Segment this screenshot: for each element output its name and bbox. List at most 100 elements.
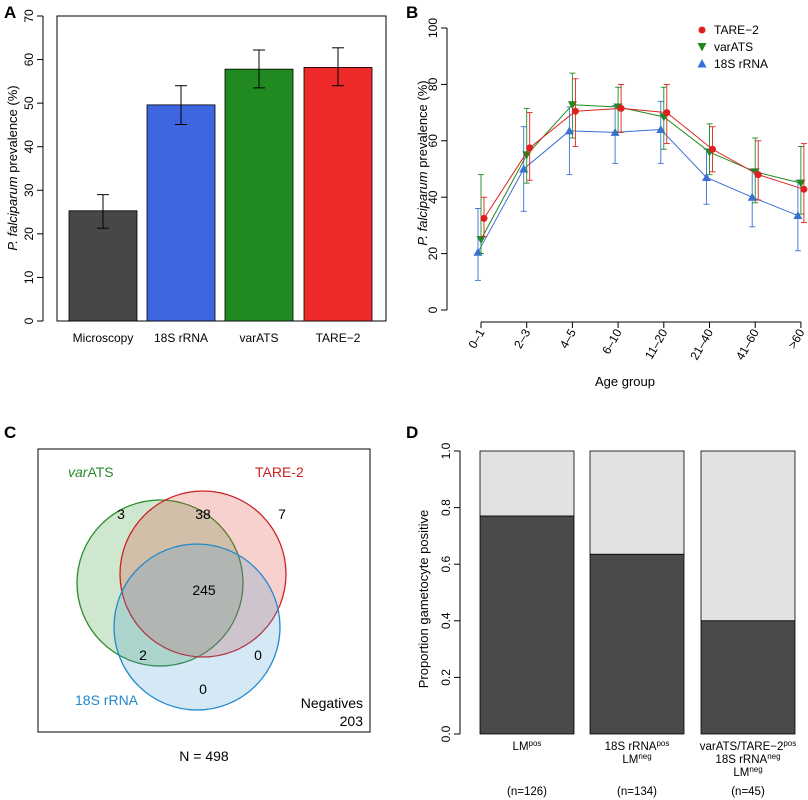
panel-c-venn-diagram: varATS TARE-2 18S rRNA 3 38 7 245 2 0 0 … [37, 448, 371, 764]
panel-a-y-tick-label: 70 [22, 9, 36, 23]
panel-b-legend-marker [697, 43, 707, 52]
venn-circle-18s [113, 543, 281, 711]
panel-a-x-tick-label: 18S rRNA [154, 331, 208, 345]
venn-negatives-label: Negatives [301, 695, 363, 711]
panel-b-point [702, 172, 711, 181]
panel-a-x-tick-label: varATS [239, 331, 278, 345]
panel-b-line-chart: P. falciparum prevalence (%) Age group 0… [415, 18, 808, 389]
venn-region-tare2-18s: 0 [254, 647, 262, 663]
panel-a-y-tick-label: 40 [22, 140, 36, 154]
panel-b-series-line [477, 129, 799, 253]
panel-b-point [617, 104, 625, 112]
panel-b-point [476, 236, 486, 244]
panel-b-x-tick-label: 11–20 [642, 326, 671, 361]
panel-b-series-line [483, 107, 805, 219]
panel-b-x-tick-label: 6–10 [599, 326, 625, 356]
panel-a-y-tick-label: 10 [22, 270, 36, 284]
panel-d-y-tick-label: 0.2 [439, 669, 453, 686]
panel-a-bar [303, 67, 373, 322]
panel-b-point [564, 126, 574, 135]
panel-b-y-tick-label: 80 [426, 77, 440, 91]
panel-d-bar-negative [700, 450, 796, 622]
venn-frame [37, 448, 371, 733]
panel-a-y-tick-label: 0 [22, 317, 36, 324]
panel-a-y-axis-label: P. falciparum prevalence (%) [5, 85, 20, 250]
venn-region-varats-18s: 2 [139, 647, 147, 663]
panel-a-plot-frame [56, 15, 387, 322]
panel-b-point [750, 168, 760, 177]
panel-d-group-label: 18S rRNAneg [715, 752, 780, 767]
panel-a-y-tick-label: 60 [22, 53, 36, 67]
panel-b-y-tick-label: 0 [426, 306, 440, 313]
venn-negatives-value: 203 [340, 713, 364, 729]
panel-b-y-tick-label: 20 [426, 247, 440, 261]
panel-a-bar-chart: P. falciparum prevalence (%) 0 10 20 30 40 50… [5, 9, 387, 345]
panel-d-stacked-bar-chart: Proportion gametocyte positive 0.0 0.2 0.4… [416, 442, 796, 798]
panel-d-bar-positive [479, 515, 575, 735]
panel-b-point [800, 185, 808, 193]
venn-region-all-three: 245 [192, 582, 216, 598]
panel-a-y-tick-label: 20 [22, 227, 36, 241]
panel-b-y-tick-label: 40 [426, 190, 440, 204]
panel-d-group-label: LMpos [513, 739, 542, 754]
venn-label-18s: 18S rRNA [75, 692, 139, 708]
panel-label-d: D [406, 423, 418, 442]
panel-d-y-tick-label: 0.8 [439, 499, 453, 516]
panel-d-y-tick-label: 0.0 [439, 725, 453, 742]
venn-circle-varats [76, 499, 244, 667]
panel-d-group-label: 18S rRNApos [605, 739, 670, 754]
panel-d-y-tick-label: 0.4 [439, 612, 453, 629]
panel-d-group-n: (n=126) [507, 786, 547, 798]
panel-b-point [709, 145, 716, 153]
venn-region-varats-tare2: 38 [195, 506, 211, 522]
panel-b-point [480, 214, 488, 222]
panel-a-bar [68, 210, 138, 322]
venn-region-tare2-only: 7 [278, 506, 286, 522]
venn-region-18s-only: 0 [199, 681, 207, 697]
panel-b-point [754, 171, 762, 179]
panel-b-point [656, 125, 666, 134]
panel-d-y-axis-label: Proportion gametocyte positive [416, 510, 431, 688]
panel-label-b: B [406, 3, 418, 22]
panel-label-c: C [4, 423, 16, 442]
panel-b-x-tick-label: 2–3 [511, 326, 533, 351]
panel-b-x-tick-label: 21–40 [687, 326, 716, 362]
panel-b-legend-label: 18S rRNA [714, 57, 768, 71]
panel-b-x-tick-label: >60 [785, 326, 807, 351]
venn-region-varats-only: 3 [117, 506, 125, 522]
panel-d-group-label: varATS/TARE−2pos [700, 739, 797, 754]
panel-b-point [747, 192, 757, 201]
panel-b-legend-marker [698, 26, 706, 34]
panel-b-point [571, 107, 579, 115]
panel-a-bar [146, 104, 216, 322]
venn-total-label: N = 498 [179, 748, 229, 764]
panel-b-y-tick-label: 60 [426, 134, 440, 148]
panel-b-point [519, 164, 529, 173]
panel-b-point [526, 144, 534, 152]
panel-a-x-tick-label: Microscopy [73, 331, 134, 345]
panel-d-bar-positive [589, 553, 685, 735]
panel-d-y-tick-label: 0.6 [439, 556, 453, 573]
venn-label-varats: varATS [68, 464, 114, 480]
panel-b-point [793, 211, 803, 220]
venn-circle-tare2 [119, 490, 287, 658]
venn-label-tare2: TARE-2 [255, 464, 304, 480]
panel-d-group-n: (n=45) [731, 786, 765, 798]
panel-d-bar-positive [700, 620, 796, 735]
panel-d-y-tick-label: 1.0 [439, 442, 453, 459]
panel-b-legend-label: varATS [714, 40, 753, 54]
panel-b-legend-marker [697, 59, 707, 68]
panel-b-point [610, 127, 620, 136]
panel-b-y-axis-label: P. falciparum prevalence (%) [415, 80, 430, 245]
panel-b-legend-label: TARE−2 [714, 23, 759, 37]
panel-a-bar [224, 68, 294, 322]
panel-d-group-n: (n=134) [617, 786, 657, 798]
panel-d-bar-negative [479, 450, 575, 517]
panel-b-x-axis-label: Age group [595, 374, 655, 389]
panel-d-group-label: LMneg [733, 765, 762, 780]
panel-d-bar-negative [589, 450, 685, 555]
panel-b-point [663, 109, 671, 117]
panel-b-point [522, 151, 532, 160]
panel-label-a: A [4, 3, 16, 22]
